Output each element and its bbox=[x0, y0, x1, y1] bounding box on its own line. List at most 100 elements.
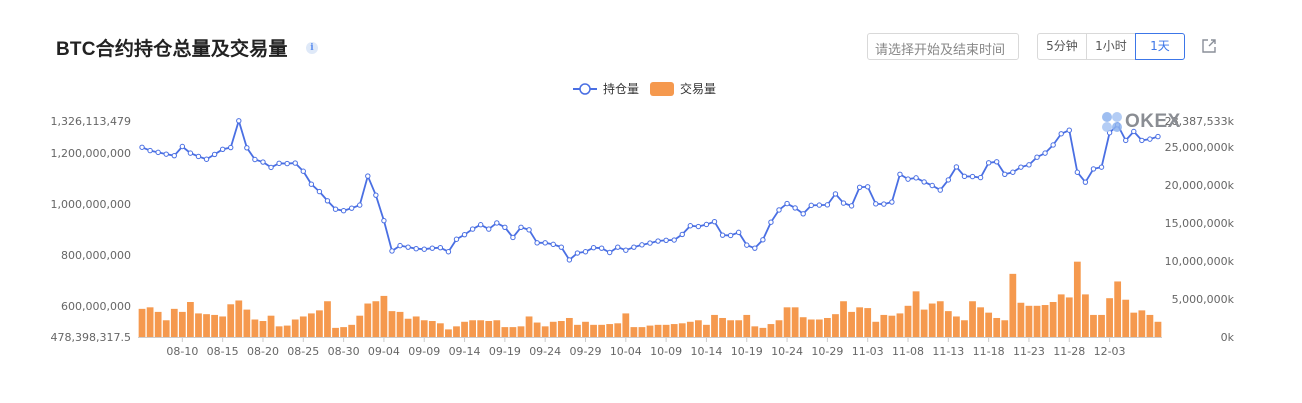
open-interest-point bbox=[179, 143, 186, 150]
open-interest-point bbox=[526, 227, 532, 233]
volume-bar bbox=[767, 324, 775, 337]
open-interest-point bbox=[969, 173, 976, 180]
open-interest-point bbox=[856, 184, 863, 190]
open-interest-point bbox=[881, 201, 887, 207]
date-range-input[interactable]: 请选择开始及结束时间 bbox=[867, 33, 1019, 60]
legend-bar-swatch bbox=[650, 82, 674, 96]
volume-bar bbox=[275, 326, 283, 337]
open-interest-point bbox=[655, 238, 661, 244]
right-axis-tick-label: 25,000,000k bbox=[1165, 141, 1235, 154]
volume-bar bbox=[251, 319, 259, 337]
x-tick-label: 10-29 bbox=[811, 345, 843, 358]
open-interest-point bbox=[784, 200, 790, 207]
volume-bar bbox=[735, 320, 743, 337]
open-interest-point bbox=[171, 152, 177, 159]
volume-bar bbox=[1049, 302, 1057, 337]
volume-bar bbox=[445, 329, 452, 337]
volume-bar bbox=[896, 313, 904, 337]
volume-bar bbox=[404, 318, 412, 337]
volume-bar bbox=[832, 314, 839, 337]
volume-bar bbox=[590, 324, 597, 337]
x-tick-label: 11-18 bbox=[973, 345, 1005, 358]
open-interest-point bbox=[776, 207, 782, 213]
volume-bar bbox=[469, 320, 476, 337]
volume-bar bbox=[501, 327, 509, 337]
volume-bar bbox=[372, 301, 380, 337]
open-interest-point bbox=[752, 245, 758, 251]
left-axis-tick-label: 1,200,000,000 bbox=[51, 147, 131, 160]
volume-bar bbox=[227, 304, 235, 337]
open-interest-point bbox=[365, 173, 371, 179]
open-interest-point bbox=[340, 208, 347, 214]
open-interest-point bbox=[195, 153, 202, 160]
open-interest-point bbox=[937, 187, 943, 193]
open-interest-point bbox=[163, 151, 169, 157]
open-interest-point bbox=[913, 175, 919, 181]
open-interest-point bbox=[1066, 127, 1072, 133]
open-interest-point bbox=[800, 211, 806, 217]
volume-bar bbox=[267, 315, 275, 337]
volume-bar bbox=[299, 316, 307, 337]
legend-label-volume: 交易量 bbox=[680, 81, 716, 96]
x-tick-label: 09-09 bbox=[408, 345, 440, 358]
open-interest-point bbox=[429, 245, 435, 251]
open-interest-point bbox=[905, 176, 911, 182]
open-interest-point bbox=[566, 257, 573, 263]
volume-bar bbox=[799, 317, 807, 337]
x-tick-label: 08-20 bbox=[247, 345, 279, 358]
open-interest-point bbox=[598, 245, 605, 251]
x-tick-label: 10-14 bbox=[690, 345, 722, 358]
open-interest-point bbox=[203, 156, 210, 162]
x-tick-label: 09-04 bbox=[368, 345, 400, 358]
volume-bar bbox=[235, 300, 243, 337]
volume-bar bbox=[388, 311, 396, 337]
okex-logo-icon bbox=[1102, 112, 1122, 132]
volume-bar bbox=[1106, 298, 1113, 337]
open-interest-point bbox=[373, 192, 379, 198]
volume-bar bbox=[598, 324, 606, 337]
open-interest-point bbox=[816, 202, 823, 208]
volume-bar bbox=[138, 308, 146, 337]
open-interest-point bbox=[1131, 128, 1137, 135]
volume-bar bbox=[928, 303, 936, 337]
open-interest-point bbox=[292, 160, 298, 166]
volume-bar bbox=[662, 324, 670, 337]
open-interest-point bbox=[477, 222, 484, 228]
x-tick-label: 08-15 bbox=[207, 345, 239, 358]
info-icon[interactable]: i bbox=[306, 42, 318, 54]
range-button-1hour[interactable]: 1小时 bbox=[1086, 33, 1136, 60]
open-interest-point bbox=[808, 202, 814, 209]
open-interest-point bbox=[1018, 164, 1024, 170]
volume-bar bbox=[888, 315, 896, 337]
volume-bar bbox=[380, 295, 388, 337]
open-interest-point bbox=[639, 242, 645, 248]
volume-bar bbox=[485, 321, 493, 337]
volume-bar bbox=[1082, 294, 1089, 337]
volume-bar bbox=[993, 317, 1001, 337]
open-interest-point bbox=[994, 159, 1000, 165]
open-interest-point bbox=[308, 181, 315, 187]
open-interest-point bbox=[1026, 162, 1032, 168]
x-tick-label: 08-30 bbox=[328, 345, 360, 358]
volume-bar bbox=[1009, 273, 1017, 337]
volume-bar bbox=[340, 327, 347, 337]
volume-bar bbox=[646, 325, 654, 337]
range-button-1day[interactable]: 1天 bbox=[1135, 33, 1185, 60]
x-tick-label: 10-19 bbox=[731, 345, 763, 358]
volume-bar bbox=[783, 307, 791, 337]
open-interest-point bbox=[840, 200, 847, 206]
open-interest-point bbox=[695, 223, 702, 230]
export-icon[interactable] bbox=[1200, 37, 1218, 55]
open-interest-point bbox=[219, 146, 226, 153]
open-interest-point bbox=[703, 221, 710, 228]
open-interest-point bbox=[1058, 131, 1064, 137]
right-axis-tick-label: 5,000,000k bbox=[1172, 293, 1235, 306]
volume-bar bbox=[606, 324, 614, 337]
open-interest-point bbox=[623, 247, 629, 253]
volume-bar bbox=[549, 321, 557, 337]
volume-bar bbox=[912, 291, 920, 337]
open-interest-point bbox=[953, 164, 960, 170]
open-interest-point bbox=[405, 244, 411, 250]
volume-bar bbox=[283, 325, 291, 337]
